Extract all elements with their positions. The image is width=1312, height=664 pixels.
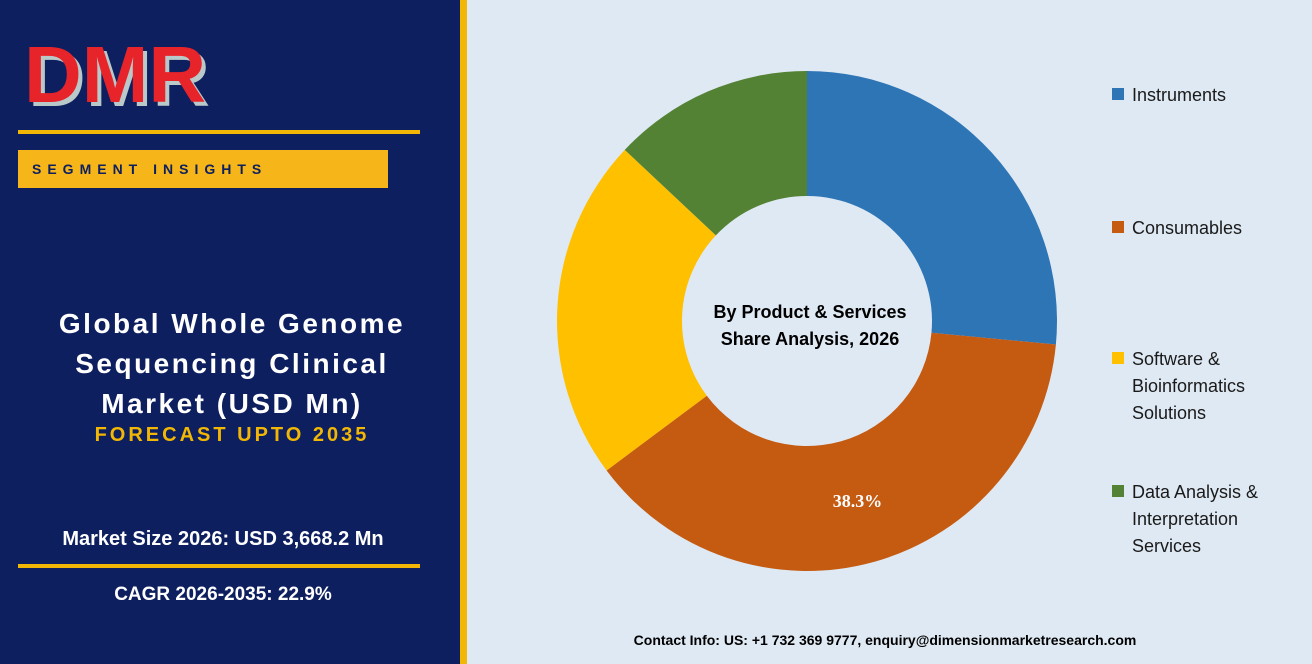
- market-size-stat: Market Size 2026: USD 3,668.2 Mn: [62, 528, 384, 550]
- legend-item-4: Data Analysis & Interpretation Services: [1112, 479, 1310, 560]
- donut-slice-2: [606, 332, 1056, 572]
- legend-label-line: Services: [1132, 536, 1202, 556]
- legend-label: Data Analysis & Interpretation Services: [1132, 479, 1258, 560]
- donut-slices: [557, 71, 1057, 572]
- legend-label-line: Instruments: [1132, 85, 1227, 105]
- legend-item-2: Consumables: [1112, 215, 1310, 242]
- legend-label: Software & Bioinformatics Solutions: [1132, 346, 1245, 427]
- legend-swatch: [1112, 88, 1124, 100]
- slice-labels: 38.3%: [833, 491, 883, 511]
- stats-divider: [18, 564, 420, 568]
- report-title: Global Whole Genome Sequencing Clinical …: [10, 304, 454, 424]
- legend-item-3: Software & Bioinformatics Solutions: [1112, 346, 1310, 427]
- logo-text: DMR: [24, 34, 206, 118]
- legend-swatch: [1112, 221, 1124, 233]
- panel-divider: [460, 0, 467, 664]
- donut-slice-1: [807, 71, 1057, 345]
- logo-underline: [18, 130, 420, 134]
- legend-label-line: Bioinformatics: [1132, 376, 1246, 396]
- legend-label-line: Consumables: [1132, 218, 1243, 238]
- forecast-subtitle: FORECAST UPTO 2035: [94, 424, 370, 446]
- legend-swatch: [1112, 485, 1124, 497]
- legend-label-line: Software &: [1132, 349, 1221, 369]
- slice-value-label-2: 38.3%: [833, 491, 883, 511]
- chart-legend: Instruments Consumables Software & Bioinfor…: [1112, 0, 1312, 600]
- legend-item-1: Instruments: [1112, 82, 1310, 109]
- contact-info: Contact Info: US: +1 732 369 9777, enqui…: [633, 632, 1137, 648]
- cagr-stat: CAGR 2026-2035: 22.9%: [114, 584, 332, 605]
- legend-label: Instruments: [1132, 82, 1226, 109]
- left-info-panel: DMR DMR SEGMENT INSIGHTS Global Whole Ge…: [0, 0, 460, 664]
- report-title-line-1: Global Whole Genome: [58, 308, 406, 339]
- report-title-line-3: Market (USD Mn): [101, 388, 363, 419]
- legend-label: Consumables: [1132, 215, 1242, 242]
- dmr-logo: DMR DMR: [24, 34, 210, 118]
- logo-shadow-text: DMR: [28, 34, 210, 118]
- segment-insights-badge: SEGMENT INSIGHTS: [18, 150, 388, 188]
- center-title-line-1: By Product & Services: [713, 302, 906, 322]
- legend-swatch: [1112, 352, 1124, 364]
- donut-slice-4: [624, 71, 807, 236]
- legend-label-line: Data Analysis &: [1132, 482, 1259, 502]
- donut-chart: By Product & Services Share Analysis, 20…: [557, 71, 1057, 572]
- center-title-line-2: Share Analysis, 2026: [721, 329, 899, 349]
- donut-slice-3: [557, 149, 716, 471]
- legend-label-line: Solutions: [1132, 403, 1207, 423]
- report-title-line-2: Sequencing Clinical: [75, 348, 389, 379]
- legend-label-line: Interpretation: [1132, 509, 1239, 529]
